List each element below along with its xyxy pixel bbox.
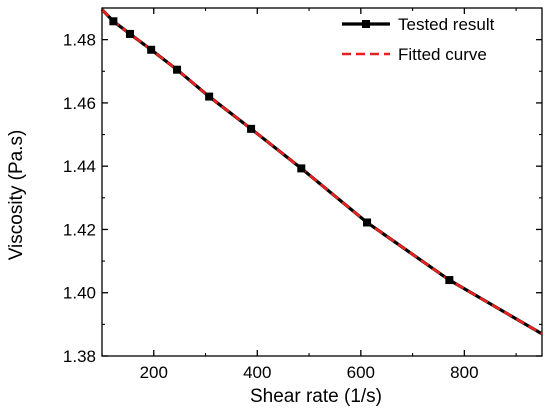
x-axis-title: Shear rate (1/s) xyxy=(250,386,382,407)
legend-label-1: Fitted curve xyxy=(398,45,487,64)
legend-label-0: Tested result xyxy=(398,15,495,34)
series-line-1 xyxy=(101,8,543,335)
data-point-0-8 xyxy=(363,218,372,227)
y-tick-label-0: 1.38 xyxy=(63,347,96,366)
data-point-0-3 xyxy=(147,45,156,54)
legend-marker-0 xyxy=(362,20,370,28)
data-point-0-9 xyxy=(445,276,454,285)
y-tick-label-4: 1.46 xyxy=(63,94,96,113)
y-tick-label-3: 1.44 xyxy=(63,157,96,176)
x-tick-label-3: 800 xyxy=(450,363,478,382)
data-point-0-5 xyxy=(205,92,214,101)
plot-area-frame xyxy=(101,7,543,357)
x-tick-label-2: 600 xyxy=(347,363,375,382)
data-point-0-7 xyxy=(297,164,306,173)
y-axis-title: Viscosity (Pa.s) xyxy=(6,130,27,261)
data-point-0-2 xyxy=(125,29,134,38)
data-point-0-1 xyxy=(109,17,118,26)
data-point-0-4 xyxy=(173,65,182,74)
x-tick-label-0: 200 xyxy=(140,363,168,382)
y-tick-label-2: 1.42 xyxy=(63,220,96,239)
y-tick-label-1: 1.40 xyxy=(63,284,96,303)
x-tick-label-1: 400 xyxy=(243,363,271,382)
y-tick-label-5: 1.48 xyxy=(63,31,96,50)
data-point-0-6 xyxy=(247,124,256,133)
